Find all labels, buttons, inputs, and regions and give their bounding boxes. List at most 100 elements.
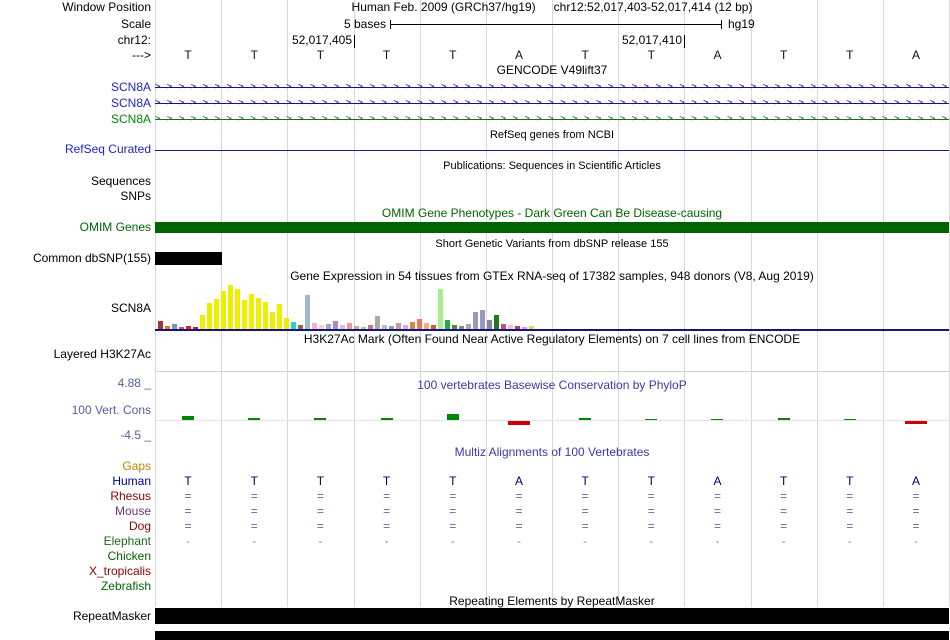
multiz-species-label-chicken[interactable]: Chicken [107, 549, 151, 563]
phylop-positive-tick [645, 419, 658, 420]
base-letter: T [581, 48, 589, 62]
base-letter: T [449, 48, 457, 62]
repeatmasker-track-title: Repeating Elements by RepeatMasker [449, 594, 655, 608]
multiz-species-label-x-tropicalis[interactable]: X_tropicalis [88, 564, 151, 578]
gtex-tissue-bar [235, 289, 240, 329]
gencode-gene-label-2[interactable]: SCN8A [110, 96, 151, 110]
gtex-tissue-bar [207, 303, 212, 329]
base-letter: = [383, 504, 391, 518]
ruler-position-label: 52,017,405 [291, 33, 352, 47]
phylop-conservation-chart[interactable] [155, 383, 949, 437]
gtex-tissue-bar [214, 299, 219, 329]
base-letter: = [383, 519, 391, 533]
h3k27ac-track-label[interactable]: Layered H3K27Ac [53, 347, 151, 361]
base-letter: = [647, 519, 655, 533]
multiz-species-label-human[interactable]: Human [112, 474, 151, 488]
multiz-alignment-row-rhesus[interactable]: = = = = = = = = = = = = [155, 490, 949, 503]
base-letter: = [250, 489, 258, 503]
gtex-tissue-bar [256, 298, 261, 329]
publications-track-title: Publications: Sequences in Scientific Ar… [443, 160, 661, 172]
gtex-tissue-bar [172, 324, 177, 329]
base-letter: = [515, 519, 523, 533]
scale-bar-left-tick [390, 20, 391, 29]
omim-genes-label[interactable]: OMIM Genes [79, 220, 151, 234]
strand-arrows: >>>>>>>>>>>>>>>>>>>>>>>>>>>>>>>>>>>>>>>>… [155, 98, 949, 108]
multiz-species-label-elephant[interactable]: Elephant [103, 534, 151, 548]
gtex-tissue-bar [375, 316, 380, 329]
gencode-transcript-2[interactable]: >>>>>>>>>>>>>>>>>>>>>>>>>>>>>>>>>>>>>>>>… [155, 97, 949, 110]
multiz-species-label-mouse[interactable]: Mouse [114, 504, 151, 518]
gtex-tissue-bar [417, 319, 422, 329]
gtex-gene-label[interactable]: SCN8A [110, 301, 151, 315]
gtex-tissue-bar [277, 304, 282, 329]
gencode-transcript-1[interactable]: >>>>>>>>>>>>>>>>>>>>>>>>>>>>>>>>>>>>>>>>… [155, 81, 949, 94]
base-letter: T [382, 474, 391, 488]
common-dbsnp-label[interactable]: Common dbSNP(155) [32, 251, 151, 265]
base-boundary-gridline [618, 0, 619, 607]
base-letter: = [581, 519, 589, 533]
base-letter: = [713, 504, 721, 518]
multiz-species-label-dog[interactable]: Dog [128, 519, 151, 533]
base-letter: T [449, 474, 457, 488]
gtex-tissue-bar [424, 323, 429, 329]
omim-track-title: OMIM Gene Phenotypes - Dark Green Can Be… [381, 206, 723, 220]
multiz-species-label-zebrafish[interactable]: Zebrafish [100, 579, 151, 593]
scale-bar-right-tick [721, 20, 722, 29]
base-letter: = [846, 504, 854, 518]
gtex-tissue-bar [228, 285, 233, 329]
base-letter: T [779, 48, 788, 62]
dbsnp-variant-bar[interactable] [155, 252, 222, 265]
gtex-baseline [155, 329, 949, 331]
phylop-negative-tick [507, 421, 530, 425]
refseq-curated-label[interactable]: RefSeq Curated [64, 142, 151, 156]
gencode-gene-label-3[interactable]: SCN8A [110, 112, 151, 126]
base-letter: = [780, 504, 788, 518]
base-letter: = [449, 519, 457, 533]
multiz-alignment-row-dog[interactable]: = = = = = = = = = = = = [155, 520, 949, 533]
base-letter: - [781, 534, 786, 548]
base-letter: = [184, 504, 192, 518]
gtex-tissue-bar [382, 325, 387, 329]
refseq-gene-line[interactable] [155, 150, 949, 151]
base-letter: T [846, 474, 854, 488]
base-boundary-gridline [552, 0, 553, 607]
multiz-alignment-row-elephant[interactable]: ------------ [155, 535, 949, 548]
repeatmasker-label[interactable]: RepeatMasker [72, 609, 151, 623]
sequences-track-label[interactable]: Sequences [90, 174, 151, 188]
base-letter: A [911, 48, 920, 62]
repeat-bar-secondary[interactable] [155, 631, 949, 640]
gtex-expression-chart[interactable] [155, 284, 949, 329]
gtex-tissue-bar [508, 325, 513, 329]
gtex-tissue-bar [319, 325, 324, 329]
multiz-species-label-rhesus[interactable]: Rhesus [110, 489, 151, 503]
base-letter: = [713, 519, 721, 533]
repeatmasker-bar[interactable] [155, 608, 949, 624]
multiz-alignment-row-mouse[interactable]: = = = = = = = = = = = = [155, 505, 949, 518]
gencode-gene-label-1[interactable]: SCN8A [110, 80, 151, 94]
base-letter: = [780, 489, 788, 503]
base-letter: = [184, 519, 192, 533]
phylop-positive-tick [182, 416, 195, 420]
gtex-tissue-bar [333, 321, 338, 329]
omim-gene-bar[interactable] [155, 222, 949, 233]
phylop-track-label[interactable]: 100 Vert. Cons [71, 403, 151, 417]
base-letter: - [384, 534, 389, 548]
base-letter: = [647, 489, 655, 503]
base-letter: = [647, 504, 655, 518]
multiz-species-label-gaps[interactable]: Gaps [122, 459, 151, 473]
snps-track-label[interactable]: SNPs [120, 189, 151, 203]
base-boundary-gridline [883, 0, 884, 607]
strand-direction-label[interactable]: ---> [132, 48, 151, 62]
gtex-tissue-bar [242, 300, 247, 329]
base-letter: T [647, 48, 655, 62]
gtex-tissue-bar [179, 327, 184, 329]
scale-value: 5 bases [343, 17, 386, 31]
gtex-tissue-bar [501, 324, 506, 329]
phylop-positive-tick [248, 418, 261, 420]
gtex-tissue-bar [298, 325, 303, 329]
gencode-transcript-3[interactable]: >>>>>>>>>>>>>>>>>>>>>>>>>>>>>>>>>>>>>>>>… [155, 113, 949, 126]
h3k27ac-baseline [155, 371, 949, 372]
gtex-tissue-bar [459, 326, 464, 329]
